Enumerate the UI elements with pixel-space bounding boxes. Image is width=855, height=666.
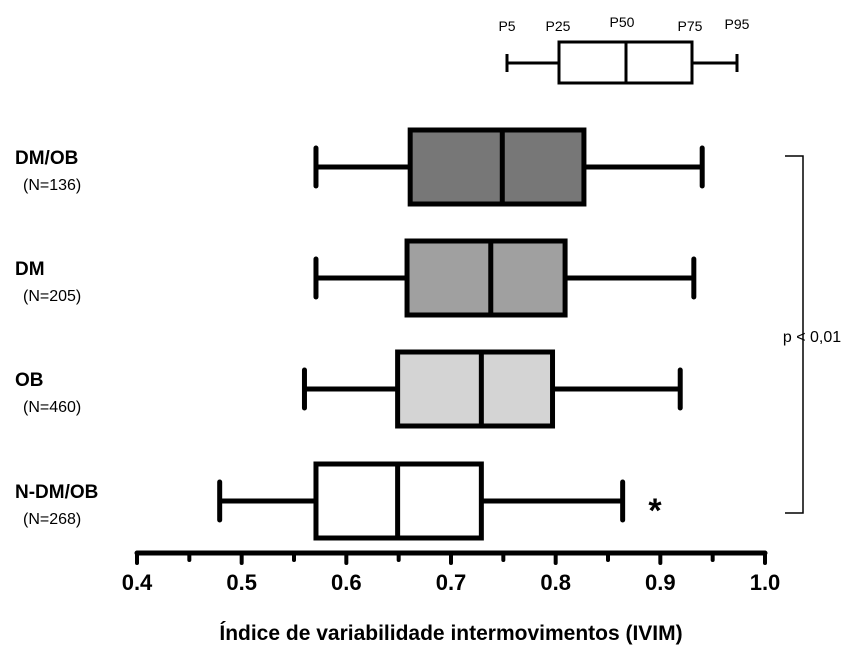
x-axis-title: Índice de variabilidade intermovimentos … — [219, 622, 682, 645]
x-tick-label: 0.9 — [645, 570, 676, 595]
group-n-label: (N=268) — [23, 511, 81, 528]
x-tick-label: 0.5 — [226, 570, 257, 595]
x-tick-label: 0.8 — [540, 570, 571, 595]
legend-label-p25: P25 — [546, 18, 571, 34]
significance-asterisk: * — [648, 492, 662, 530]
legend-label-p75: P75 — [678, 18, 703, 34]
group-label: DM — [15, 259, 45, 280]
group-n-label: (N=205) — [23, 288, 81, 305]
box-dm — [404, 238, 568, 318]
group-label: DM/OB — [15, 148, 78, 169]
x-tick-label: 0.4 — [122, 570, 153, 595]
x-tick-label: 0.6 — [331, 570, 362, 595]
significance-bracket — [785, 155, 804, 514]
x-tick-label: 0.7 — [436, 570, 467, 595]
group-label: OB — [15, 370, 44, 391]
group-label: N-DM/OB — [15, 482, 98, 503]
group-n-label: (N=460) — [23, 399, 81, 416]
bracket-label: p < 0,01 — [783, 329, 841, 346]
x-tick-label: 1.0 — [750, 570, 781, 595]
box-dm-ob — [407, 127, 587, 207]
legend-label-p5: P5 — [498, 18, 515, 34]
group-n-label: (N=136) — [23, 177, 81, 194]
legend-label-p95: P95 — [725, 16, 750, 32]
legend-label-p50: P50 — [610, 14, 635, 30]
box-ob — [395, 349, 556, 429]
